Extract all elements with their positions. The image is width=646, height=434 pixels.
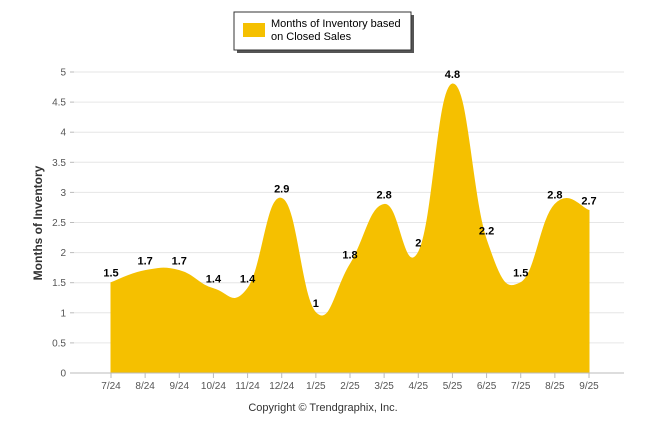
data-label: 1.4 xyxy=(206,274,222,286)
legend-swatch xyxy=(243,23,265,37)
data-label: 1.4 xyxy=(240,274,256,286)
y-axis-ticks: 0 0.5 1 1.5 2 2.5 3 3.5 4 4.5 5 xyxy=(52,68,74,380)
data-label: 1 xyxy=(313,298,319,310)
x-tick-label: 8/24 xyxy=(135,381,155,392)
x-tick-label: 3/25 xyxy=(374,381,394,392)
data-label: 1.7 xyxy=(172,256,187,268)
copyright-text: Copyright © Trendgraphix, Inc. xyxy=(248,402,398,414)
x-tick-label: 5/25 xyxy=(443,381,463,392)
y-tick-label: 2 xyxy=(60,248,66,259)
x-tick-label: 12/24 xyxy=(269,381,294,392)
legend-label-line1: Months of Inventory based xyxy=(271,18,401,30)
x-tick-label: 1/25 xyxy=(306,381,326,392)
data-label: 2.9 xyxy=(274,183,289,195)
data-label: 2.8 xyxy=(547,189,562,201)
y-tick-label: 0 xyxy=(60,369,66,380)
y-tick-label: 1.5 xyxy=(52,278,66,289)
data-label: 1.5 xyxy=(513,268,528,280)
x-tick-label: 11/24 xyxy=(235,381,260,392)
x-tick-label: 4/25 xyxy=(409,381,429,392)
inventory-area xyxy=(110,83,590,374)
x-tick-label: 10/24 xyxy=(201,381,226,392)
data-label: 1.8 xyxy=(342,250,357,262)
y-tick-label: 3.5 xyxy=(52,158,66,169)
data-label: 2 xyxy=(415,238,421,250)
legend-label-line2: on Closed Sales xyxy=(271,31,352,43)
data-label: 1.5 xyxy=(103,268,118,280)
legend: Months of Inventory based on Closed Sale… xyxy=(233,11,414,53)
x-tick-label: 7/24 xyxy=(101,381,121,392)
x-tick-label: 8/25 xyxy=(545,381,565,392)
data-label: 1.7 xyxy=(137,256,152,268)
y-tick-label: 2.5 xyxy=(52,218,66,229)
y-tick-label: 3 xyxy=(60,188,66,199)
y-axis-title: Months of Inventory xyxy=(31,165,45,280)
x-tick-label: 7/25 xyxy=(511,381,531,392)
data-label: 2.2 xyxy=(479,226,494,238)
y-tick-label: 0.5 xyxy=(52,338,66,349)
data-label: 4.8 xyxy=(445,69,460,81)
y-tick-label: 5 xyxy=(60,68,66,79)
y-tick-label: 1 xyxy=(60,308,66,319)
x-axis-ticks: 7/24 8/24 9/24 10/24 11/24 12/24 1/25 2/25 3/25 4… xyxy=(101,373,599,392)
x-tick-label: 2/25 xyxy=(340,381,360,392)
y-tick-label: 4.5 xyxy=(52,98,66,109)
x-tick-label: 6/25 xyxy=(477,381,497,392)
data-labels: 1.5 1.7 1.7 1.4 1.4 2.9 1 1.8 2.8 2 4.8 2.2 1.5 2.8 2.… xyxy=(103,69,596,310)
data-label: 2.8 xyxy=(376,189,391,201)
y-tick-label: 4 xyxy=(60,128,66,139)
x-tick-label: 9/24 xyxy=(170,381,190,392)
x-tick-label: 9/25 xyxy=(579,381,599,392)
data-label: 2.7 xyxy=(581,195,596,207)
